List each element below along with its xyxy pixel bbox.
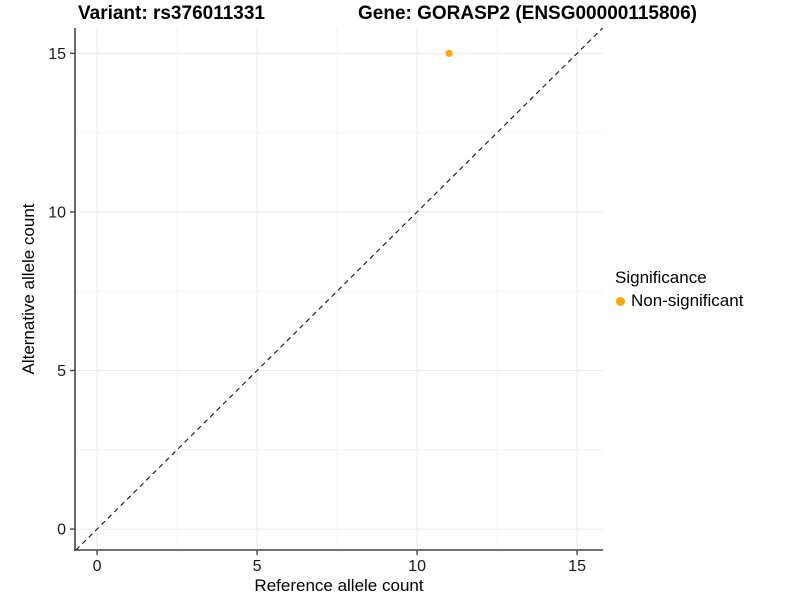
legend-item-label: Non-significant xyxy=(631,291,744,310)
y-tick-label: 10 xyxy=(48,204,66,221)
x-axis-title: Reference allele count xyxy=(254,576,424,595)
plot-title-variant: Variant: rs376011331 xyxy=(78,3,265,24)
y-tick-label: 0 xyxy=(57,522,66,539)
legend: Significance Non-significant xyxy=(612,268,743,311)
legend-point-swatch-icon xyxy=(616,296,625,306)
identity-line xyxy=(75,27,604,551)
y-tick-label: 15 xyxy=(48,46,66,63)
x-tick-label: 15 xyxy=(568,558,586,575)
x-tick-label: 5 xyxy=(253,558,262,575)
y-tick-label: 5 xyxy=(57,363,66,380)
plot-title-gene: Gene: GORASP2 (ENSG00000115806) xyxy=(358,3,698,24)
y-axis-title: Alternative allele count xyxy=(19,203,38,375)
legend-item-non-significant: Non-significant xyxy=(612,291,743,311)
x-tick-label: 10 xyxy=(408,558,426,575)
legend-title: Significance xyxy=(615,268,707,287)
x-tick-label: 0 xyxy=(93,558,102,575)
data-point xyxy=(445,49,453,57)
